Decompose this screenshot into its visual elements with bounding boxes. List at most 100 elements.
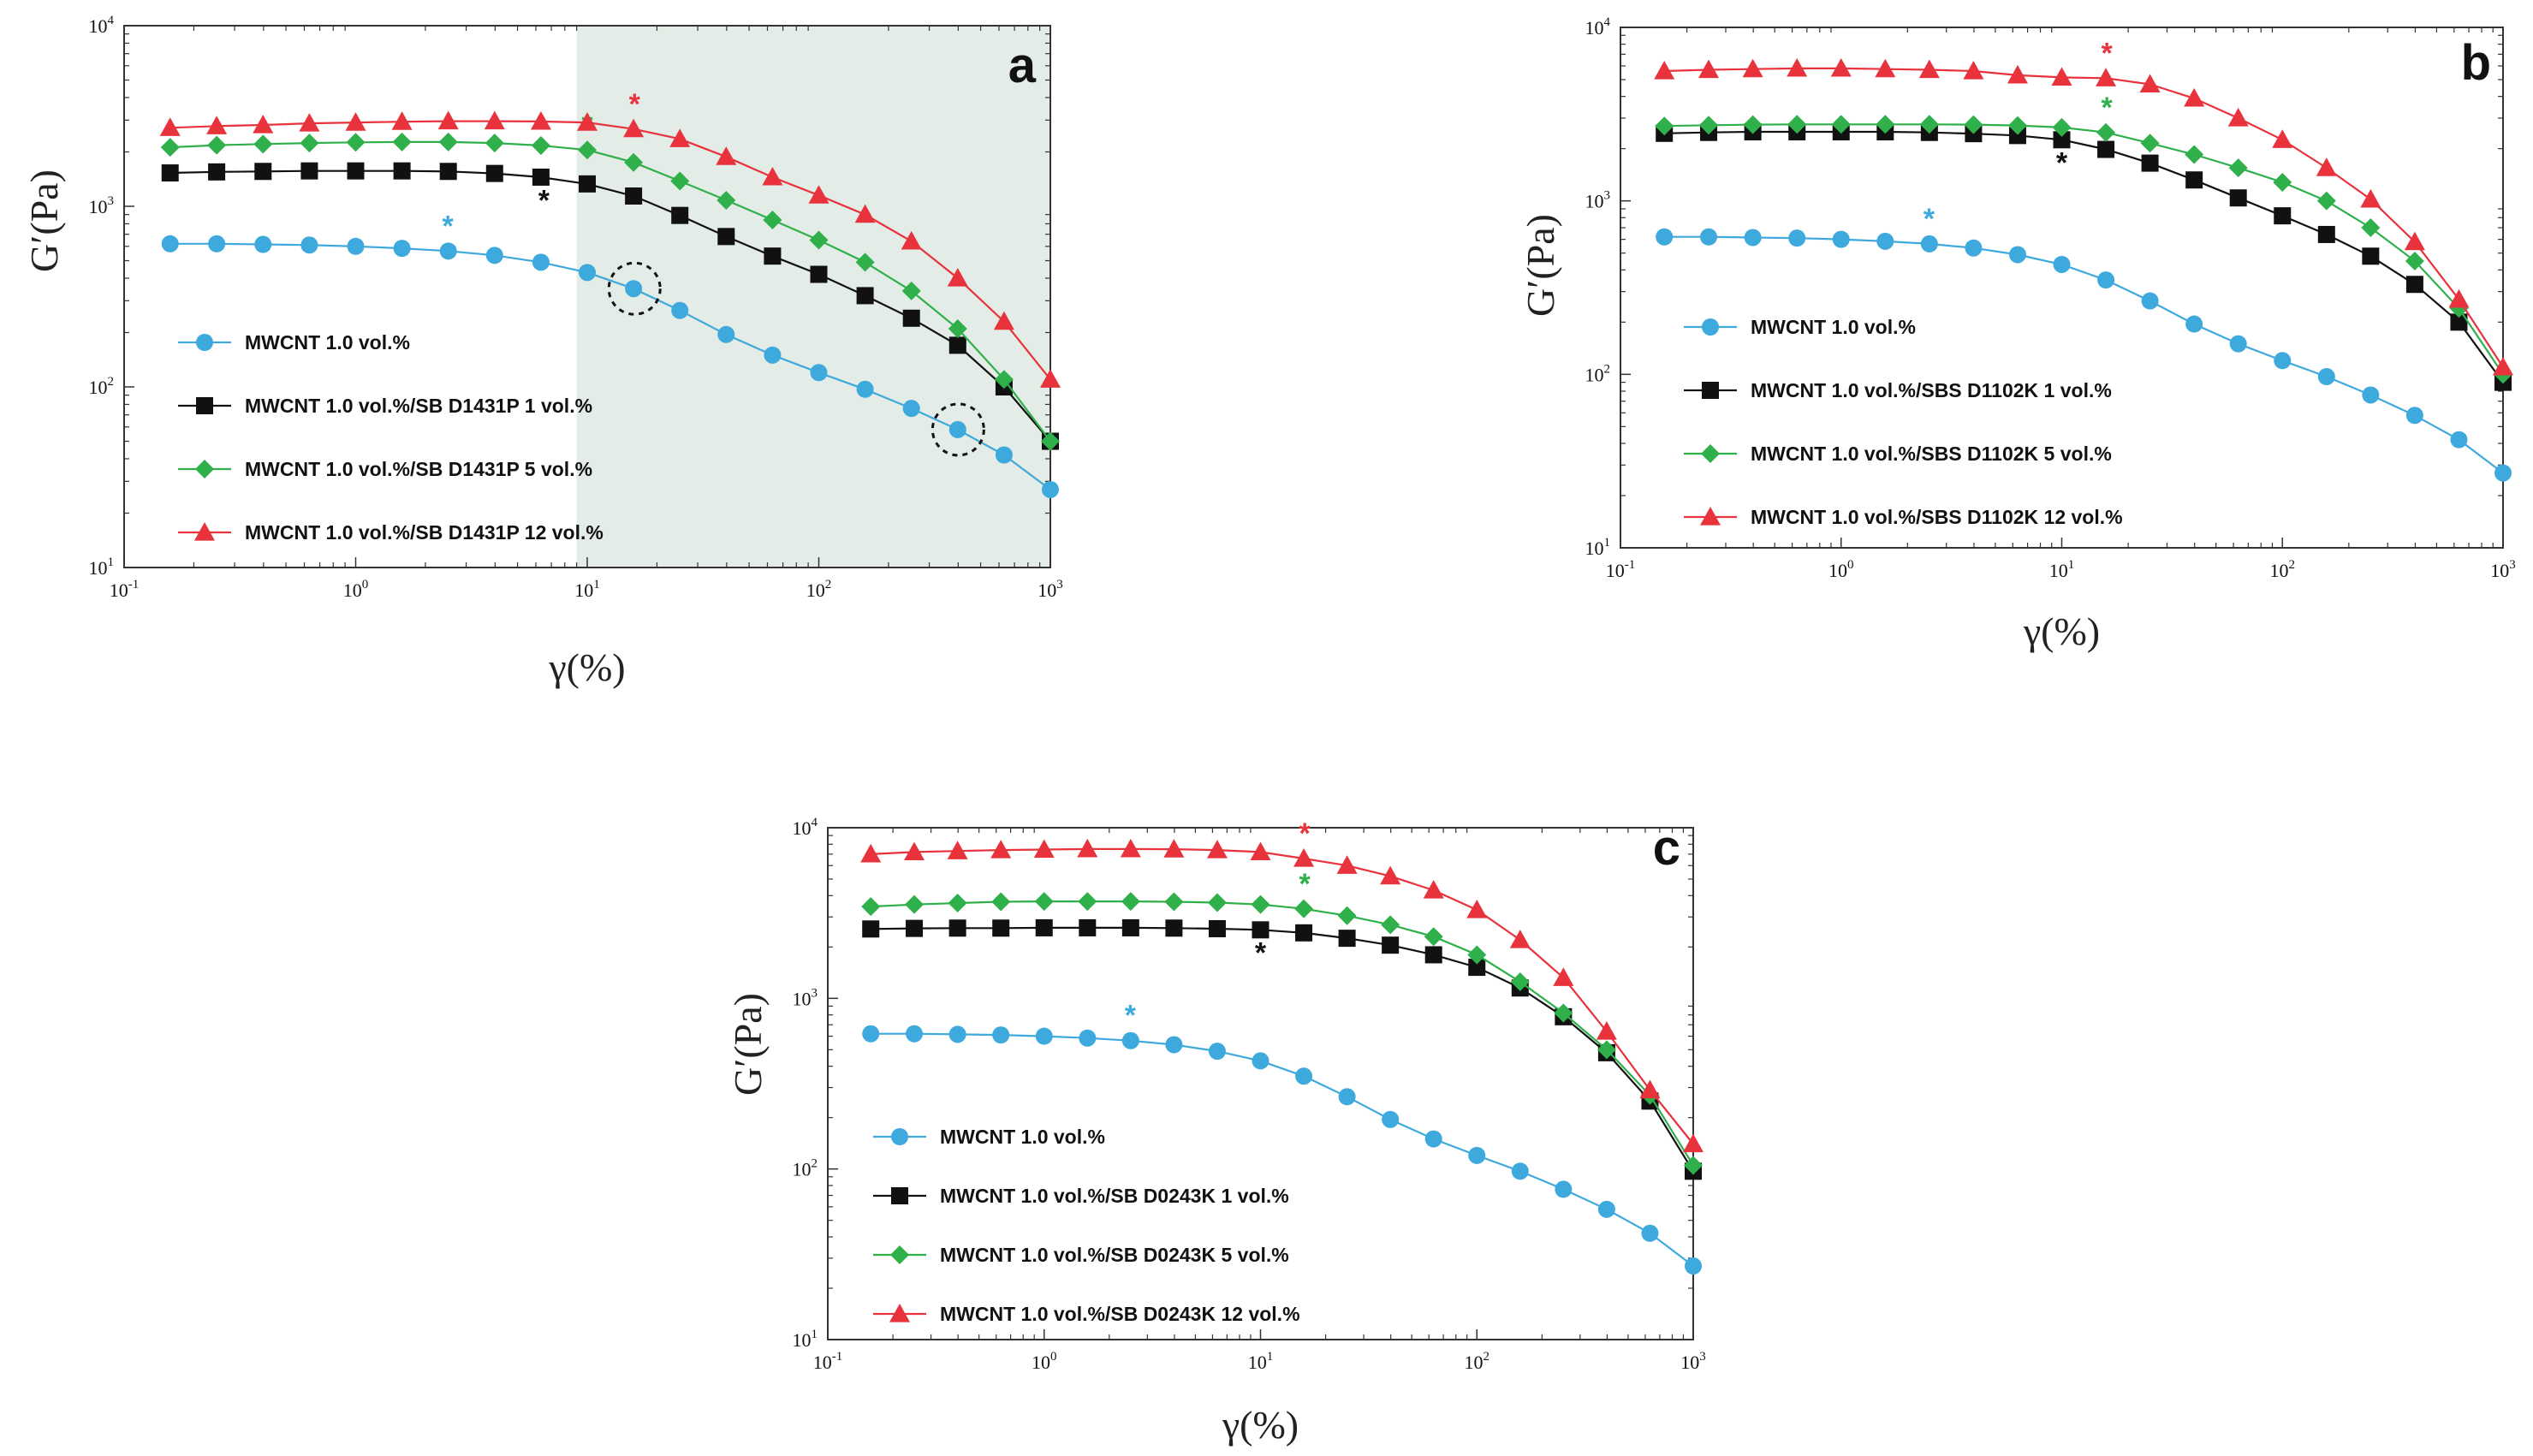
data-point — [1787, 57, 1808, 77]
y-tick-label: 103 — [793, 986, 818, 1009]
data-point — [347, 237, 365, 255]
data-point — [532, 168, 550, 186]
data-point — [2493, 356, 2513, 376]
data-point — [624, 152, 644, 172]
legend-marker — [196, 397, 213, 414]
legend-marker — [1701, 444, 1720, 463]
data-point — [625, 280, 643, 298]
data-point — [392, 132, 412, 152]
x-tick-exponent: 2 — [825, 578, 832, 591]
data-point — [393, 240, 411, 258]
data-point — [1206, 840, 1228, 859]
yield-point-marker: * — [1299, 868, 1311, 900]
yield-point-marker: * — [443, 210, 455, 242]
legend-item: MWCNT 1.0 vol.%/SB D0243K 1 vol.% — [873, 1185, 1289, 1207]
data-point — [2141, 292, 2159, 310]
y-tick-base: 10 — [793, 1159, 812, 1180]
data-point — [207, 135, 227, 155]
y-tick-label: 101 — [793, 1328, 818, 1351]
data-point — [1252, 1052, 1269, 1070]
y-tick-base: 10 — [1585, 17, 1604, 39]
data-point — [254, 163, 272, 181]
data-point — [992, 1026, 1010, 1044]
legend-item: MWCNT 1.0 vol.%/SBS D1102K 5 vol.% — [1684, 443, 2112, 465]
data-point — [2096, 68, 2117, 86]
y-tick-label: 102 — [793, 1157, 818, 1180]
data-point — [1338, 930, 1356, 948]
data-point — [2274, 207, 2292, 225]
data-point — [1466, 899, 1488, 918]
data-point — [1295, 924, 1313, 942]
y-tick-base: 10 — [89, 557, 108, 579]
data-point — [2450, 431, 2468, 449]
y-tick-label: 104 — [1585, 15, 1611, 39]
data-point — [2361, 218, 2381, 238]
x-tick-base: 10 — [2270, 560, 2289, 581]
data-point — [2362, 386, 2380, 404]
legend-label: MWCNT 1.0 vol.%/SB D1431P 5 vol.% — [245, 458, 592, 480]
x-tick-base: 10 — [1032, 1352, 1050, 1373]
y-tick-label: 101 — [89, 556, 115, 579]
data-point — [1788, 229, 1806, 247]
x-tick-exponent: 0 — [1050, 1350, 1057, 1364]
data-point — [579, 175, 596, 193]
y-tick-exponent: 2 — [812, 1157, 818, 1171]
series-5vol: * — [861, 868, 1703, 1175]
y-tick-base: 10 — [793, 988, 812, 1009]
data-point — [763, 210, 782, 229]
x-tick-label: 103 — [2490, 558, 2516, 581]
y-tick-exponent: 1 — [108, 556, 115, 569]
data-point — [1654, 61, 1675, 80]
data-point — [2140, 134, 2160, 153]
y-tick-base: 10 — [1585, 364, 1604, 385]
series-MWCNT: * — [862, 1000, 1702, 1275]
legend-label: MWCNT 1.0 vol.%/SBS D1102K 1 vol.% — [1751, 379, 2112, 401]
data-point — [2141, 154, 2159, 172]
data-point — [993, 311, 1014, 330]
data-point — [1380, 865, 1401, 885]
data-point — [2053, 255, 2071, 273]
series-MWCNT: * — [1656, 203, 2512, 482]
legend-item: MWCNT 1.0 vol.%/SBS D1102K 1 vol.% — [1684, 379, 2112, 401]
data-point — [391, 111, 413, 130]
data-point — [2404, 231, 2425, 251]
data-point — [808, 185, 829, 204]
legend-marker — [195, 460, 214, 478]
y-tick-base: 10 — [1585, 191, 1604, 212]
y-tick-exponent: 3 — [108, 194, 115, 208]
x-tick-label: 102 — [806, 578, 832, 601]
data-point — [1338, 1088, 1356, 1106]
data-point — [810, 265, 828, 283]
data-point — [623, 118, 645, 138]
data-point — [439, 163, 457, 181]
x-tick-label: 10-1 — [1606, 558, 1636, 581]
data-point — [856, 380, 874, 398]
data-point — [1424, 946, 1442, 964]
y-axis-title: G′(Pa) — [726, 993, 770, 1096]
x-tick-base: 10 — [1248, 1352, 1267, 1373]
yield-point-marker: * — [629, 88, 641, 121]
data-point — [1077, 838, 1098, 858]
series-line — [169, 120, 1051, 380]
x-tick-label: 100 — [343, 578, 369, 601]
data-point — [905, 894, 925, 914]
data-point — [1382, 1110, 1400, 1128]
series-line — [871, 847, 1694, 1145]
data-point — [485, 247, 503, 264]
data-point — [1337, 906, 1357, 925]
data-point — [2007, 116, 2027, 135]
data-point — [1121, 1031, 1139, 1049]
series-12vol: * — [159, 88, 1061, 388]
data-point — [1208, 919, 1226, 937]
data-point — [762, 166, 783, 186]
data-point — [253, 134, 273, 154]
data-point — [2450, 313, 2468, 331]
data-point — [1555, 1180, 1573, 1198]
x-tick-exponent: 1 — [2068, 558, 2075, 572]
data-point — [2008, 246, 2026, 264]
data-point — [1295, 1067, 1313, 1085]
legend-label: MWCNT 1.0 vol.% — [1751, 316, 1916, 338]
data-point — [1035, 1027, 1053, 1045]
data-point — [948, 893, 967, 912]
data-point — [2273, 172, 2292, 192]
